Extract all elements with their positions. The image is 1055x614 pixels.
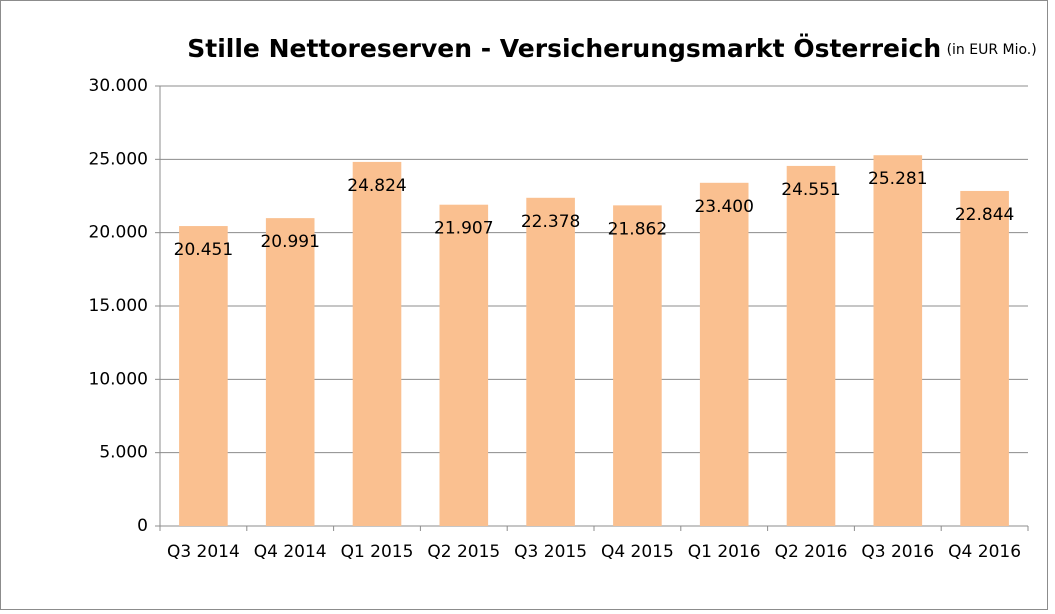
x-tick-label: Q2 2016 <box>775 542 848 562</box>
x-tick-label: Q4 2016 <box>948 542 1021 562</box>
value-label: 25.281 <box>868 169 927 189</box>
y-tick-label: 25.000 <box>89 149 148 169</box>
y-tick-label: 0 <box>137 516 148 536</box>
bar <box>352 161 402 526</box>
bar <box>179 226 228 526</box>
value-label: 20.451 <box>174 240 233 260</box>
x-tick-label: Q4 2015 <box>601 542 674 562</box>
x-tick-label: Q2 2015 <box>427 542 500 562</box>
bar <box>265 218 315 526</box>
bar <box>960 190 1009 527</box>
chart-title: Stille Nettoreserven - Versicherungsmark… <box>187 33 941 63</box>
x-tick-label: Q1 2015 <box>341 542 414 562</box>
y-tick-label: 15.000 <box>89 296 148 316</box>
x-tick-label: Q3 2015 <box>514 542 587 562</box>
y-tick-label: 30.000 <box>89 76 148 96</box>
chart-heading: Stille Nettoreserven - Versicherungsmark… <box>187 33 1036 63</box>
bar <box>613 205 662 526</box>
value-label: 21.862 <box>608 219 667 239</box>
value-label: 24.824 <box>347 176 406 196</box>
x-tick-label: Q4 2014 <box>254 542 327 562</box>
value-label: 22.844 <box>955 205 1014 225</box>
bar <box>526 197 575 526</box>
x-tick-label: Q3 2014 <box>167 542 240 562</box>
value-label: 20.991 <box>260 232 319 252</box>
x-tick-label: Q3 2016 <box>861 542 934 562</box>
value-label: 22.378 <box>521 212 580 232</box>
value-label: 23.400 <box>694 197 753 217</box>
y-tick-label: 20.000 <box>89 223 148 243</box>
y-tick-label: 5.000 <box>99 443 148 463</box>
value-label: 24.551 <box>781 180 840 200</box>
y-tick-label: 10.000 <box>89 369 148 389</box>
bar <box>699 182 749 527</box>
x-tick-label: Q1 2016 <box>688 542 761 562</box>
bar <box>439 204 489 526</box>
value-label: 21.907 <box>434 219 493 239</box>
bar <box>786 165 836 526</box>
chart-subtitle: (in EUR Mio.) <box>947 42 1037 58</box>
bar <box>873 155 923 526</box>
